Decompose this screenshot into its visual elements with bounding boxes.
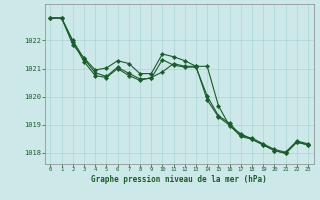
X-axis label: Graphe pression niveau de la mer (hPa): Graphe pression niveau de la mer (hPa)	[91, 175, 267, 184]
